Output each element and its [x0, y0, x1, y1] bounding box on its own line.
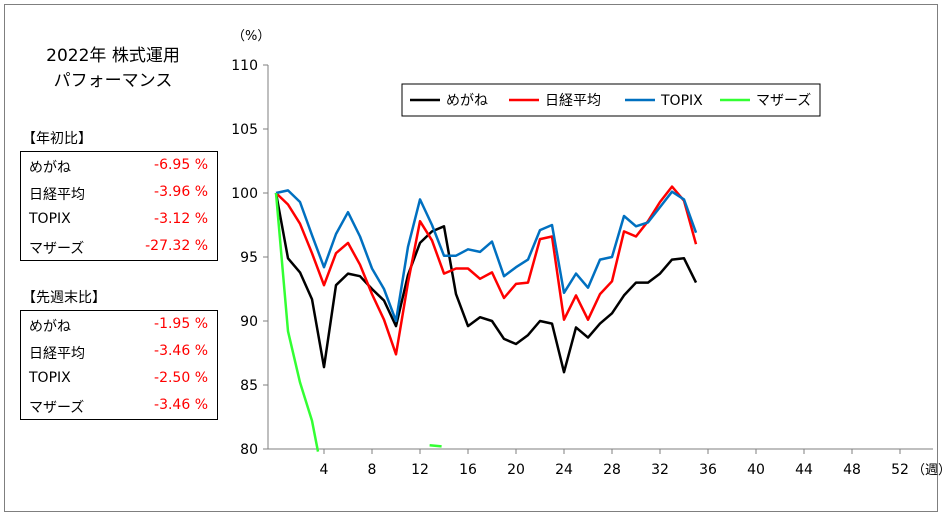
series-line — [274, 192, 698, 374]
wow-row-name: マザーズ — [29, 400, 85, 416]
y-tick-label: 95 — [240, 250, 258, 266]
x-tick-label: 12 — [411, 462, 429, 478]
wow-row-name: めがね — [29, 319, 71, 335]
wow-table: めがね -1.95 % 日経平均 -3.46 % TOPIX -2.50 % マ… — [20, 310, 218, 420]
y-tick-label: 105 — [231, 122, 258, 138]
series-line — [274, 192, 320, 452]
x-tick-label: 52 — [891, 462, 909, 478]
wow-row: TOPIX -2.50 % — [21, 365, 217, 392]
y-tick-label: 110 — [231, 58, 258, 74]
ytd-row-value: -3.12 % — [154, 211, 208, 227]
wow-row: 日経平均 -3.46 % — [21, 338, 217, 365]
ytd-row-name: 日経平均 — [29, 187, 85, 203]
chart-frame — [4, 4, 938, 512]
title-line1: 2022年 株式運用 — [46, 46, 180, 66]
wow-row-value: -1.95 % — [154, 316, 208, 332]
wow-row-name: 日経平均 — [29, 346, 85, 362]
wow-row-name: TOPIX — [29, 370, 71, 386]
y-tick-label: 85 — [240, 378, 258, 394]
title-line2: パフォーマンス — [53, 71, 173, 91]
ytd-row-name: めがね — [29, 160, 71, 176]
y-tick-label: 90 — [240, 314, 258, 330]
x-tick-label: 48 — [843, 462, 861, 478]
y-tick-label: 100 — [231, 186, 258, 202]
wow-row-value: -3.46 % — [154, 397, 208, 413]
x-axis-label: （週） — [912, 463, 944, 478]
wow-row-value: -2.50 % — [154, 370, 208, 386]
legend-label: めがね — [446, 93, 488, 109]
x-tick-label: 4 — [320, 462, 329, 478]
ytd-row-value: -27.32 % — [145, 238, 208, 254]
page-title: 2022年 株式運用 パフォーマンス — [18, 44, 208, 94]
ytd-row-value: -3.96 % — [154, 184, 208, 200]
ytd-row-name: TOPIX — [29, 211, 71, 227]
x-tick-label: 28 — [603, 462, 621, 478]
series-line — [275, 189, 698, 323]
ytd-row-value: -6.95 % — [154, 157, 208, 173]
x-tick-label: 40 — [747, 462, 765, 478]
x-tick-label: 32 — [651, 462, 669, 478]
wow-row-value: -3.46 % — [154, 343, 208, 359]
x-tick-label: 36 — [699, 462, 717, 478]
series-line — [275, 185, 698, 356]
wow-row: マザーズ -3.46 % — [21, 392, 217, 419]
series-line-segment — [429, 443, 442, 448]
ytd-row: マザーズ -27.32 % — [21, 233, 217, 260]
y-axis-label: （%） — [232, 29, 270, 44]
legend-box — [401, 83, 821, 117]
legend-label: マザーズ — [756, 93, 811, 109]
wow-label: 【先週末比】 — [22, 290, 106, 306]
wow-row: めがね -1.95 % — [21, 311, 217, 338]
x-tick-label: 24 — [555, 462, 573, 478]
x-tick-label: 16 — [459, 462, 477, 478]
ytd-label: 【年初比】 — [22, 131, 92, 147]
x-tick-label: 44 — [795, 462, 813, 478]
legend-label: TOPIX — [660, 93, 703, 109]
x-tick-label: 8 — [368, 462, 377, 478]
ytd-row: めがね -6.95 % — [21, 152, 217, 179]
y-tick-label: 80 — [240, 442, 258, 458]
ytd-table: めがね -6.95 % 日経平均 -3.96 % TOPIX -3.12 % マ… — [20, 151, 218, 261]
ytd-row-name: マザーズ — [29, 241, 85, 257]
legend-label: 日経平均 — [545, 93, 601, 109]
x-tick-label: 20 — [507, 462, 525, 478]
ytd-row: 日経平均 -3.96 % — [21, 179, 217, 206]
ytd-row: TOPIX -3.12 % — [21, 206, 217, 233]
